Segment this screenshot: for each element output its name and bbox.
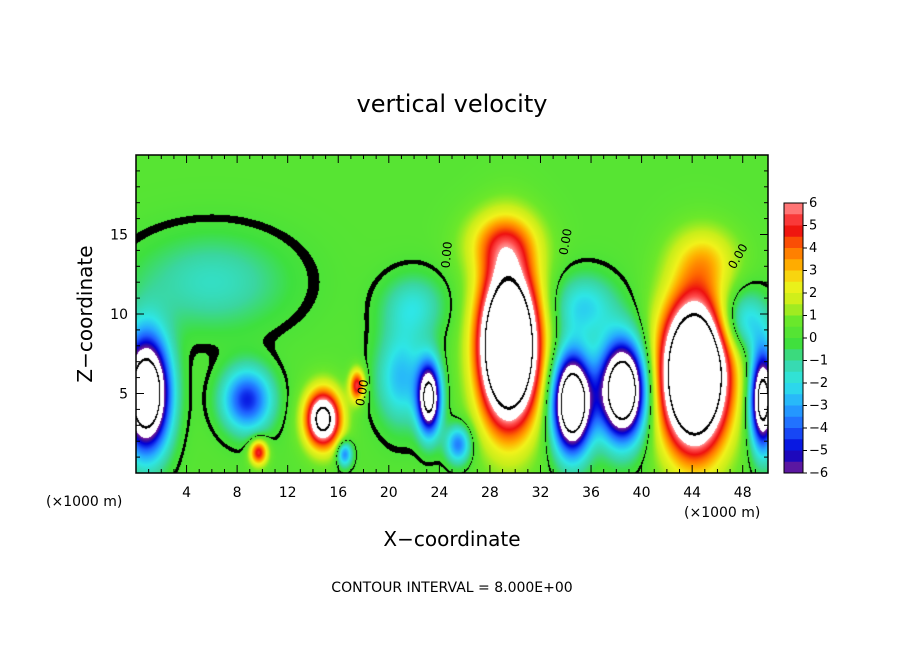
colorbar-cell <box>784 203 803 215</box>
colorbar-cell <box>784 304 803 316</box>
x-axis-label: X−coordinate <box>383 527 520 551</box>
colorbar-cell <box>784 259 803 271</box>
x-tick-label: 20 <box>380 485 398 501</box>
x-tick-label: 44 <box>683 485 701 501</box>
colorbar: 6 5 4 3 2 1 0 −1 −2 −3 −4 −5 −6 <box>783 196 828 481</box>
colorbar-cell <box>784 315 803 328</box>
x-tick-label: 32 <box>532 485 550 501</box>
x-tick-label: 36 <box>582 485 600 501</box>
y-tick-label: 15 <box>110 228 128 244</box>
colorbar-tick-label: −1 <box>809 354 828 369</box>
x-tick-label: 48 <box>734 485 752 501</box>
colorbar-cell <box>784 270 803 283</box>
colorbar-cell <box>784 281 803 294</box>
colorbar-cell <box>784 383 803 395</box>
colorbar-tick-label: −2 <box>809 376 828 391</box>
x-tick-label: 16 <box>329 485 347 501</box>
heatmap-field <box>136 155 768 473</box>
y-axis-label: Z−coordinate <box>73 245 97 382</box>
x-tick-label: 8 <box>233 485 242 501</box>
contour-interval-note: CONTOUR INTERVAL = 8.000E+00 <box>331 580 572 596</box>
x-tick-label: 24 <box>430 485 448 501</box>
x-tick-label: 28 <box>481 485 499 501</box>
colorbar-tick-label: −3 <box>809 399 828 414</box>
x-unit-left: (×1000 m) <box>46 494 122 510</box>
x-tick-label: 4 <box>182 485 191 501</box>
y-tick-label: 10 <box>110 307 128 323</box>
colorbar-cell <box>784 371 803 384</box>
colorbar-cell <box>784 461 803 474</box>
colorbar-tick-label: −5 <box>809 444 828 459</box>
y-ticks: 5 10 15 <box>110 170 768 458</box>
contour-label: 0.00 <box>439 241 455 269</box>
colorbar-cell <box>784 428 803 440</box>
colorbar-cells <box>784 203 803 474</box>
x-tick-label: 40 <box>633 485 651 501</box>
colorbar-cell <box>784 225 803 238</box>
colorbar-cell <box>784 405 803 418</box>
colorbar-tick-label: 5 <box>809 219 817 234</box>
colorbar-tick-label: 1 <box>809 309 817 324</box>
colorbar-cell <box>784 439 803 451</box>
chart-title: vertical velocity <box>357 90 548 118</box>
plot-area: 0.00 0.00 0.000.00 4 8 12 16 20 24 28 32 36 40 44 48 … <box>110 154 769 501</box>
colorbar-tick-label: 6 <box>809 196 817 211</box>
colorbar-cell <box>784 214 803 226</box>
colorbar-cell <box>784 326 803 339</box>
x-ticks: 4 8 12 16 20 24 28 32 36 40 44 48 <box>148 155 756 501</box>
x-tick-label: 12 <box>279 485 297 501</box>
contour-label: 0.00 <box>556 227 574 256</box>
colorbar-cell <box>784 360 803 373</box>
colorbar-cell <box>784 248 803 260</box>
colorbar-tick-label: 2 <box>809 286 817 301</box>
colorbar-cell <box>784 293 803 305</box>
contour-label: 0.00 <box>353 378 371 407</box>
colorbar-cell <box>784 450 803 463</box>
colorbar-cell <box>784 349 803 361</box>
colorbar-ticks: 6 5 4 3 2 1 0 −1 −2 −3 −4 −5 −6 <box>803 196 828 481</box>
colorbar-tick-label: 4 <box>809 241 817 256</box>
y-tick-label: 5 <box>119 387 128 403</box>
colorbar-cell <box>784 394 803 406</box>
colorbar-tick-label: −6 <box>809 466 828 481</box>
colorbar-cell <box>784 338 803 350</box>
colorbar-cell <box>784 236 803 249</box>
colorbar-cell <box>784 416 803 429</box>
colorbar-tick-label: 3 <box>809 264 817 279</box>
x-unit-right: (×1000 m) <box>684 505 760 521</box>
colorbar-tick-label: 0 <box>809 331 817 346</box>
colorbar-tick-label: −4 <box>809 421 828 436</box>
